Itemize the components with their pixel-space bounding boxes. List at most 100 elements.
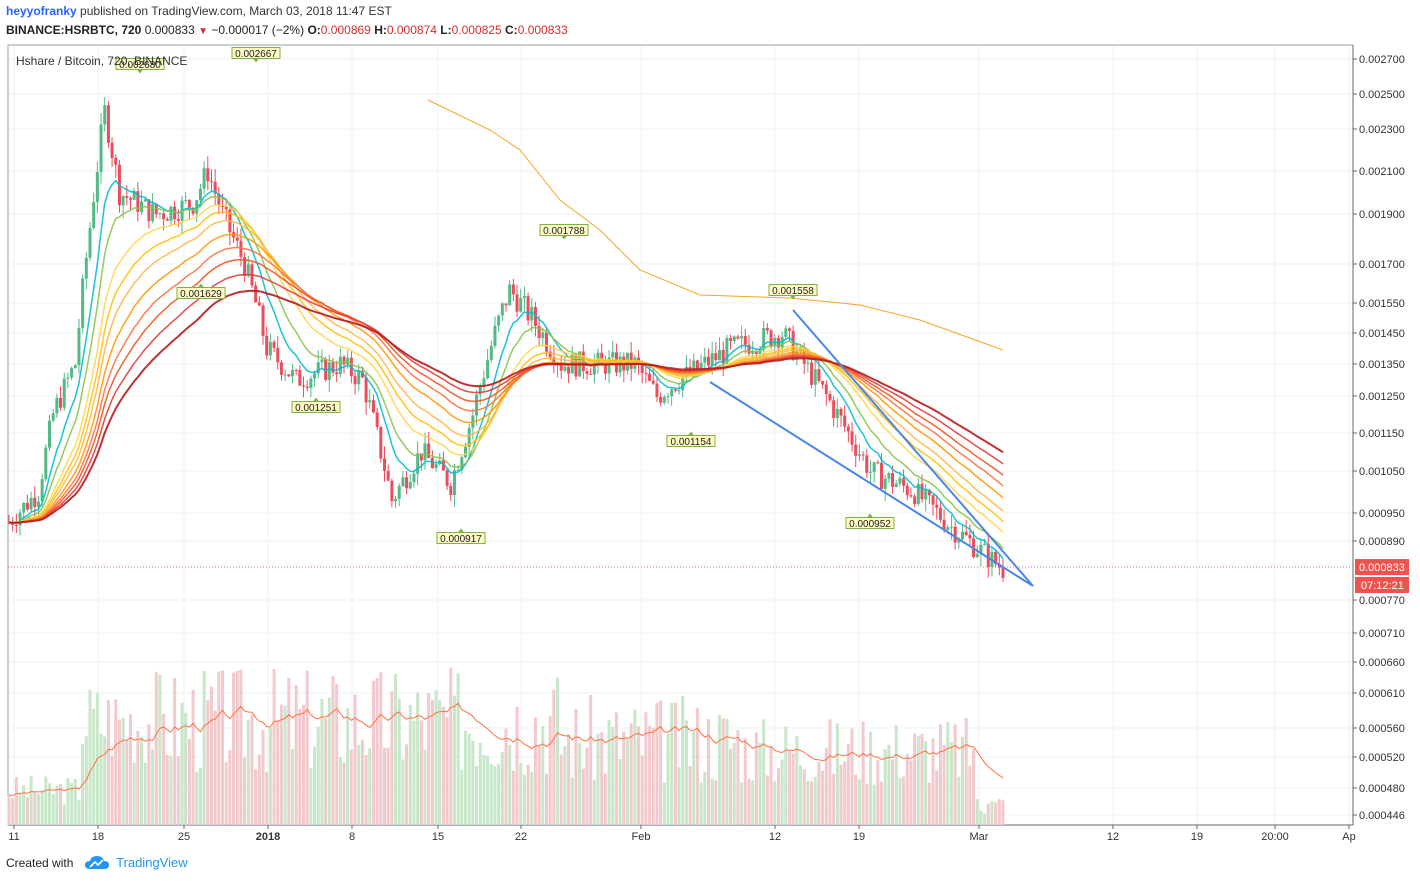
volume-bar (438, 700, 442, 825)
tradingview-brand[interactable]: TradingView (116, 855, 188, 870)
volume-bar (997, 799, 1001, 825)
current-price-badge (1355, 559, 1409, 575)
volume-bar (633, 709, 637, 825)
candle-body (419, 453, 423, 461)
candle-body (243, 257, 247, 276)
volume-bar (283, 706, 287, 825)
volume-bar (964, 717, 968, 825)
candle-body (740, 336, 744, 339)
volume-bar (949, 742, 953, 825)
annotation-text: 0.000952 (849, 519, 891, 530)
candle-body (272, 341, 276, 348)
candle-body (209, 181, 213, 183)
candle-body (743, 336, 747, 345)
author-link[interactable]: heyyofranky (6, 4, 77, 18)
time-tick-label-1: 18 (92, 831, 104, 843)
ma-ribbon-layer (8, 179, 1004, 560)
candle-body (961, 531, 965, 540)
candle-body (158, 213, 162, 215)
candle-body (427, 443, 431, 458)
candle-body (968, 535, 972, 539)
candle-body (924, 490, 928, 500)
ma-ribbon-line (9, 273, 1004, 524)
volume-bar (228, 749, 232, 825)
volume-bar (556, 677, 560, 825)
volume-bar (799, 765, 803, 825)
candle-body (213, 181, 217, 194)
volume-bar (574, 709, 578, 825)
volume-bar (810, 781, 814, 825)
time-tick-label-12: 19 (1191, 831, 1203, 843)
candle-body (559, 364, 563, 371)
volume-bar (397, 698, 401, 825)
candle-body (902, 478, 906, 486)
low-value: 0.000825 (451, 23, 502, 37)
volume-bar (887, 744, 891, 825)
volume-bar (176, 755, 180, 825)
candle-body (850, 431, 854, 445)
volume-bar (784, 726, 788, 825)
volume-bar (607, 720, 611, 825)
price-tick-label-15: 0.000710 (1359, 628, 1405, 640)
candle-body (73, 365, 77, 369)
volume-bar (390, 691, 394, 825)
volume-bar (114, 699, 118, 825)
candle-body (489, 346, 493, 360)
price-tick-label-6: 0.001550 (1359, 298, 1405, 310)
volume-bar (88, 689, 92, 825)
candle-body (813, 369, 817, 385)
candle-body (935, 504, 939, 508)
candle-body (666, 396, 670, 398)
volume-bar (581, 768, 585, 825)
volume-bar (478, 742, 482, 825)
annotation-low-label: 0.001154 (666, 431, 716, 448)
volume-bar (456, 673, 460, 825)
volume-bar (541, 726, 545, 825)
annotation-pointer (458, 528, 464, 533)
volume-bar (29, 776, 33, 825)
candle-body (791, 330, 795, 360)
time-tick-label-3: 2018 (256, 831, 280, 843)
volume-bar (368, 748, 372, 825)
volume-bar (7, 795, 11, 825)
volume-bar (673, 702, 677, 825)
volume-bar (773, 781, 777, 825)
candle-body (718, 349, 722, 360)
candle-body (710, 353, 714, 366)
volume-bar (316, 726, 320, 825)
volume-bar (913, 733, 917, 825)
candle-body (552, 357, 556, 366)
countdown-badge (1355, 577, 1409, 593)
candle-body (283, 374, 287, 376)
volume-bar (563, 745, 567, 825)
volume-bar (371, 680, 375, 825)
volume-bar (206, 700, 210, 825)
time-tick-label-14: Ap (1342, 831, 1355, 843)
candle-body (611, 352, 615, 358)
candle-body (18, 512, 22, 526)
candle-body (799, 348, 803, 352)
slow-ma-line (427, 99, 1004, 351)
volume-bar (327, 697, 331, 825)
candle-body (883, 478, 887, 489)
candle-body (298, 370, 302, 386)
volume-bar (916, 736, 920, 825)
candle-body (379, 426, 383, 459)
volume-bar (754, 732, 758, 825)
volume-bar (140, 736, 144, 825)
candle-body (423, 443, 427, 461)
volume-bar (640, 755, 644, 825)
volume-bar (239, 669, 243, 825)
volume-bar (338, 757, 342, 825)
volume-bar (427, 693, 431, 825)
price-tick-label-10: 0.001150 (1359, 428, 1404, 440)
volume-bar (854, 774, 858, 825)
volume-bar (430, 699, 434, 825)
annotation-text: 0.000917 (440, 534, 482, 545)
candle-body (920, 483, 924, 500)
candle-body (828, 394, 832, 401)
volume-bar (695, 708, 699, 825)
volume-bar (946, 721, 950, 825)
volume-bar (504, 728, 508, 825)
